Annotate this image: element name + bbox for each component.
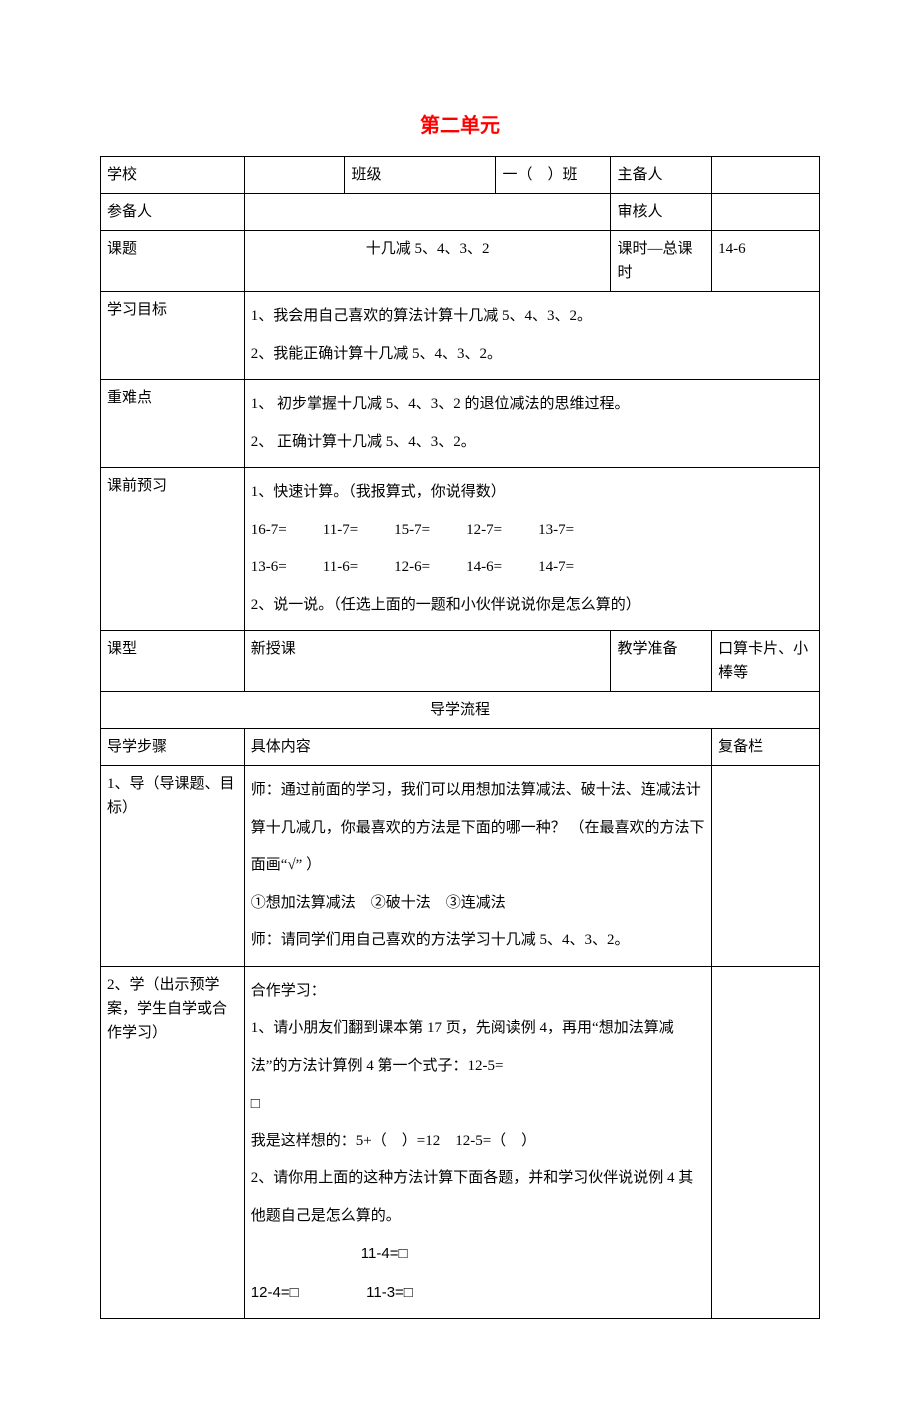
step2-p2: 2、请你用上面的这种方法计算下面各题，并和学习伙伴说说例 4 其他题自己是怎么算… bbox=[251, 1160, 705, 1235]
eq: 13-6= bbox=[251, 549, 287, 587]
step1-label: 1、导（导课题、目标） bbox=[101, 766, 245, 967]
step2-label: 2、学（出示预学案，学生自学或合作学习） bbox=[101, 966, 245, 1319]
row-keypoints: 重难点 1、 初步掌握十几减 5、4、3、2 的退位减法的思维过程。 2、 正确… bbox=[101, 380, 820, 468]
step1-content: 师：通过前面的学习，我们可以用想加法算减法、破十法、连减法计算十几减几，你最喜欢… bbox=[244, 766, 711, 967]
value-keypoints: 1、 初步掌握十几减 5、4、3、2 的退位减法的思维过程。 2、 正确计算十几… bbox=[244, 380, 819, 468]
lesson-plan-table: 学校 班级 一（ ）班 主备人 参备人 审核人 课题 十几减 5、4、3、2 课… bbox=[100, 156, 820, 1319]
preview-eq-row2: 13-6= 11-6= 12-6= 14-6= 14-7= bbox=[251, 549, 813, 587]
step1-p2: 师：请同学们用自己喜欢的方法学习十几减 5、4、3、2。 bbox=[251, 922, 705, 960]
preview-intro: 1、快速计算。（我报算式，你说得数） bbox=[251, 474, 813, 512]
label-period: 课时—总课时 bbox=[611, 231, 712, 292]
eq: 12-7= bbox=[466, 512, 502, 550]
label-topic: 课题 bbox=[101, 231, 245, 292]
row-coprep: 参备人 审核人 bbox=[101, 194, 820, 231]
label-school: 学校 bbox=[101, 157, 245, 194]
flow-header: 导学流程 bbox=[101, 692, 820, 729]
value-objectives: 1、我会用自己喜欢的算法计算十几减 5、4、3、2。 2、我能正确计算十几减 5… bbox=[244, 292, 819, 380]
value-topic: 十几减 5、4、3、2 bbox=[244, 231, 611, 292]
value-teachprep: 口算卡片、小棒等 bbox=[712, 631, 820, 692]
value-class: 一（ ）班 bbox=[496, 157, 611, 194]
row-step2: 2、学（出示预学案，学生自学或合作学习） 合作学习： 1、请小朋友们翻到课本第 … bbox=[101, 966, 820, 1319]
row-topic: 课题 十几减 5、4、3、2 课时—总课时 14-6 bbox=[101, 231, 820, 292]
label-main-prep: 主备人 bbox=[611, 157, 712, 194]
row-objectives: 学习目标 1、我会用自己喜欢的算法计算十几减 5、4、3、2。 2、我能正确计算… bbox=[101, 292, 820, 380]
label-classtype: 课型 bbox=[101, 631, 245, 692]
label-objectives: 学习目标 bbox=[101, 292, 245, 380]
document-title: 第二单元 bbox=[100, 110, 820, 142]
eq: 15-7= bbox=[394, 512, 430, 550]
step1-p1: 师：通过前面的学习，我们可以用想加法算减法、破十法、连减法计算十几减几，你最喜欢… bbox=[251, 772, 705, 885]
row-classtype: 课型 新授课 教学准备 口算卡片、小棒等 bbox=[101, 631, 820, 692]
row-steps-header: 导学步骤 具体内容 复备栏 bbox=[101, 729, 820, 766]
step2-think: 我是这样想的：5+（ ）=12 12-5=（ ） bbox=[251, 1123, 705, 1161]
step2-notes bbox=[712, 966, 820, 1319]
page: 第二单元 学校 班级 一（ ）班 主备人 参备人 审核人 课题 bbox=[0, 0, 920, 1409]
step1-choices: ①想加法算减法 ②破十法 ③连减法 bbox=[251, 885, 705, 923]
keypoint-1: 1、 初步掌握十几减 5、4、3、2 的退位减法的思维过程。 bbox=[251, 386, 813, 424]
preview-eq-row1: 16-7= 11-7= 15-7= 12-7= 13-7= bbox=[251, 512, 813, 550]
step2-h: 合作学习： bbox=[251, 973, 705, 1011]
eq: 11-4=□ bbox=[361, 1245, 408, 1262]
blank-coprep bbox=[244, 194, 611, 231]
eq: 12-4=□ bbox=[251, 1284, 299, 1301]
row-school: 学校 班级 一（ ）班 主备人 bbox=[101, 157, 820, 194]
objective-2: 2、我能正确计算十几减 5、4、3、2。 bbox=[251, 336, 813, 374]
blank-reviewer bbox=[712, 194, 820, 231]
label-teachprep: 教学准备 bbox=[611, 631, 712, 692]
label-preview: 课前预习 bbox=[101, 468, 245, 631]
value-period: 14-6 bbox=[712, 231, 820, 292]
keypoint-2: 2、 正确计算十几减 5、4、3、2。 bbox=[251, 424, 813, 462]
label-keypoints: 重难点 bbox=[101, 380, 245, 468]
step2-p1a: 1、请小朋友们翻到课本第 17 页，先阅读例 4，再用“想加法算减法”的方法计算… bbox=[251, 1010, 705, 1085]
label-step: 导学步骤 bbox=[101, 729, 245, 766]
label-coprep: 参备人 bbox=[101, 194, 245, 231]
eq: 12-6= bbox=[394, 549, 430, 587]
eq: 13-7= bbox=[538, 512, 574, 550]
label-content: 具体内容 bbox=[244, 729, 711, 766]
blank-school bbox=[244, 157, 345, 194]
eq: 14-6= bbox=[466, 549, 502, 587]
value-classtype: 新授课 bbox=[244, 631, 611, 692]
objective-1: 1、我会用自己喜欢的算法计算十几减 5、4、3、2。 bbox=[251, 298, 813, 336]
eq: 11-3=□ bbox=[366, 1284, 413, 1301]
row-step1: 1、导（导课题、目标） 师：通过前面的学习，我们可以用想加法算减法、破十法、连减… bbox=[101, 766, 820, 967]
step2-eq2: 12-4=□ 11-3=□ bbox=[251, 1274, 705, 1313]
step2-content: 合作学习： 1、请小朋友们翻到课本第 17 页，先阅读例 4，再用“想加法算减法… bbox=[244, 966, 711, 1319]
label-notes: 复备栏 bbox=[712, 729, 820, 766]
value-preview: 1、快速计算。（我报算式，你说得数） 16-7= 11-7= 15-7= 12-… bbox=[244, 468, 819, 631]
class-label: 班级 bbox=[351, 167, 381, 183]
eq: 14-7= bbox=[538, 549, 574, 587]
row-preview: 课前预习 1、快速计算。（我报算式，你说得数） 16-7= 11-7= 15-7… bbox=[101, 468, 820, 631]
preview-talk: 2、说一说。（任选上面的一题和小伙伴说说你是怎么算的） bbox=[251, 587, 813, 625]
label-class: 班级 bbox=[345, 157, 496, 194]
eq: 16-7= bbox=[251, 512, 287, 550]
step2-eq1: 11-4=□ bbox=[251, 1235, 705, 1274]
eq: 11-6= bbox=[323, 549, 358, 587]
step2-box: □ bbox=[251, 1085, 705, 1123]
label-reviewer: 审核人 bbox=[611, 194, 712, 231]
row-flow-header: 导学流程 bbox=[101, 692, 820, 729]
eq: 11-7= bbox=[323, 512, 358, 550]
step1-notes bbox=[712, 766, 820, 967]
blank-main-prep bbox=[712, 157, 820, 194]
